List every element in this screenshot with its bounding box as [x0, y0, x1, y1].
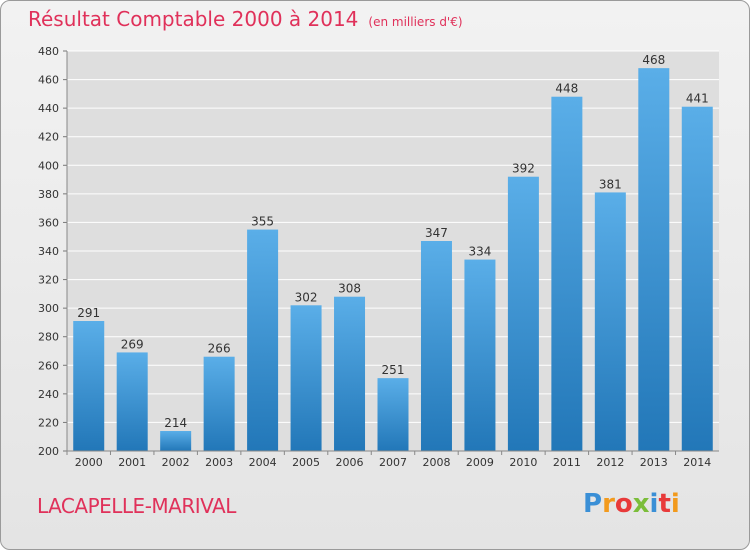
proxiti-logo: Proxiti — [583, 489, 680, 519]
x-tick-label: 2005 — [292, 456, 320, 469]
y-axis: 200 220 240 260 280 300 320 340 360 380 400 420 440 4… — [38, 45, 68, 458]
y-tick-label: 480 — [38, 45, 59, 58]
bar — [551, 96, 583, 451]
bar — [73, 321, 105, 451]
bar-value-label: 266 — [208, 342, 231, 356]
bar — [334, 296, 366, 451]
x-axis: 2000 2001 2002 2003 2004 2005 2006 2007 2008 2009… — [66, 450, 719, 469]
x-tick-label: 2006 — [336, 456, 364, 469]
y-tick-label: 200 — [38, 445, 59, 458]
bar — [464, 259, 496, 451]
bar-value-label: 308 — [338, 282, 361, 296]
y-tick-label: 220 — [38, 416, 59, 429]
logo-letter: r — [602, 489, 615, 519]
x-tick-label: 2007 — [379, 456, 407, 469]
x-tick-label: 2012 — [596, 456, 624, 469]
bar — [377, 378, 409, 451]
y-tick-label: 460 — [38, 74, 59, 87]
bar-value-label: 448 — [555, 82, 578, 96]
x-tick-label: 2009 — [466, 456, 494, 469]
y-tick-label: 420 — [38, 131, 59, 144]
x-tick-label: 2004 — [249, 456, 277, 469]
bar — [203, 356, 235, 451]
bar-value-label: 347 — [425, 226, 448, 240]
bar-value-label: 291 — [77, 306, 100, 320]
commune-name: LACAPELLE-MARIVAL — [37, 494, 236, 518]
x-tick-label: 2000 — [75, 456, 103, 469]
x-tick-label: 2010 — [509, 456, 537, 469]
logo-letter: t — [658, 489, 671, 519]
bar — [507, 176, 539, 451]
bar-value-label: 302 — [295, 290, 318, 304]
x-tick-label: 2013 — [640, 456, 668, 469]
bar-value-label: 392 — [512, 162, 535, 176]
bar — [247, 229, 279, 451]
x-tick-label: 2003 — [205, 456, 233, 469]
y-tick-label: 300 — [38, 302, 59, 315]
bar-value-label: 334 — [468, 245, 491, 259]
bar-value-label: 355 — [251, 215, 274, 229]
bar-value-label: 251 — [382, 363, 405, 377]
bar — [681, 106, 713, 451]
bar — [594, 192, 626, 451]
y-tick-label: 440 — [38, 102, 59, 115]
logo-letter: i — [670, 489, 680, 519]
bar — [116, 352, 148, 451]
logo-letter: o — [614, 489, 633, 519]
y-tick-label: 360 — [38, 216, 59, 229]
y-tick-label: 240 — [38, 388, 59, 401]
x-tick-label: 2008 — [422, 456, 450, 469]
y-tick-label: 280 — [38, 331, 59, 344]
y-tick-label: 340 — [38, 245, 59, 258]
x-tick-label: 2011 — [553, 456, 581, 469]
y-tick-label: 320 — [38, 274, 59, 287]
chart-title-text: Résultat Comptable 2000 à 2014 — [28, 7, 359, 31]
chart-title: Résultat Comptable 2000 à 2014 (en millie… — [28, 7, 463, 31]
logo-letter: x — [632, 489, 650, 519]
bars: 291 269 214 266 355 302 308 251 347 334 392 448 381 4… — [73, 53, 713, 452]
x-tick-label: 2001 — [118, 456, 146, 469]
bar-value-label: 468 — [642, 53, 665, 67]
bar-value-label: 269 — [121, 337, 144, 351]
bar-value-label: 381 — [599, 177, 622, 191]
bar — [290, 305, 322, 451]
logo-letter: i — [649, 489, 659, 519]
bar-value-label: 214 — [164, 416, 187, 430]
bar — [420, 241, 452, 451]
bar-value-label: 441 — [686, 92, 709, 106]
y-tick-label: 260 — [38, 359, 59, 372]
bar — [160, 431, 192, 451]
y-tick-label: 400 — [38, 159, 59, 172]
chart-subtitle: (en milliers d'€) — [368, 15, 463, 29]
logo-letter: P — [583, 489, 603, 519]
bar — [638, 68, 670, 452]
y-tick-label: 380 — [38, 188, 59, 201]
x-tick-label: 2014 — [683, 456, 711, 469]
x-tick-label: 2002 — [162, 456, 190, 469]
